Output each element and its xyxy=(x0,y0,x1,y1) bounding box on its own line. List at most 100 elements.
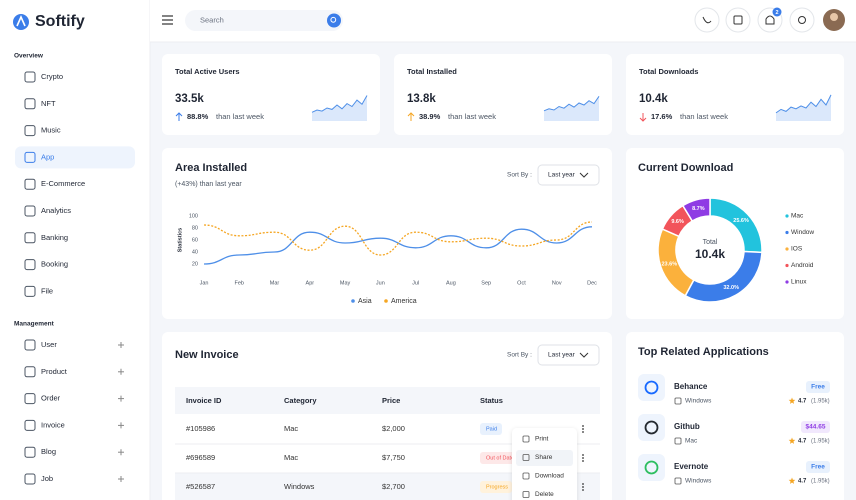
row-action-dot xyxy=(582,431,584,433)
nav-icon xyxy=(24,259,36,271)
nav-item[interactable]: Banking xyxy=(41,233,68,242)
card-title: New Invoice xyxy=(175,349,239,361)
table-body: #105986 Mac $2,000 Paid #696589 Mac $7,750 Out … xyxy=(186,423,584,500)
nav-item[interactable]: File xyxy=(41,286,53,295)
app-price: Free xyxy=(811,464,825,471)
section-title: Management xyxy=(14,321,55,328)
search-button[interactable] xyxy=(327,13,341,28)
menu-item[interactable]: Share xyxy=(535,454,553,461)
app-rating: 4.7 xyxy=(798,479,807,485)
menu-toggle[interactable] xyxy=(162,15,173,25)
app-price: Free xyxy=(811,384,825,391)
y-tick-label: 40 xyxy=(192,249,198,255)
center-value: 10.4k xyxy=(695,247,725,261)
y-axis-label: Statistics xyxy=(177,228,183,252)
sort-dropdown[interactable] xyxy=(537,344,600,366)
x-tick-label: Jul xyxy=(412,280,419,286)
data-label: 8.7% xyxy=(692,206,705,212)
nav-item[interactable]: Blog xyxy=(41,447,56,456)
card-title: Current Download xyxy=(638,162,733,174)
app-name[interactable]: Github xyxy=(674,422,700,431)
x-tick-label: Aug xyxy=(446,280,456,286)
app-price: $44.65 xyxy=(806,424,826,431)
column-header: Category xyxy=(284,396,317,405)
nav-item[interactable]: Job xyxy=(41,474,53,483)
search-box[interactable] xyxy=(185,10,343,31)
legend-label: Mac xyxy=(791,213,804,220)
x-tick-label: Jun xyxy=(376,280,385,286)
menu-item[interactable]: Download xyxy=(535,473,564,480)
trend-arrow xyxy=(407,112,415,121)
status-pill xyxy=(480,452,520,464)
nav-icon xyxy=(24,151,36,163)
settings-button[interactable] xyxy=(789,7,815,33)
menu-item[interactable]: Print xyxy=(535,436,549,443)
status-text: Out of Date xyxy=(486,455,514,461)
menu-item[interactable]: Delete xyxy=(535,491,554,498)
language-icon xyxy=(733,15,743,25)
nav-item[interactable]: NFT xyxy=(41,99,56,108)
nav-item[interactable]: E-Commerce xyxy=(41,179,85,188)
card-title: Area Installed xyxy=(175,162,247,174)
app-name[interactable]: Behance xyxy=(674,382,708,391)
nav-item[interactable]: Booking xyxy=(41,260,68,269)
nav-icon xyxy=(24,285,36,297)
legend-label: Asia xyxy=(358,298,372,305)
app-logo-bg xyxy=(638,414,665,441)
sparkline-area xyxy=(312,95,367,121)
cell: Mac xyxy=(284,453,298,462)
sparkline xyxy=(311,95,368,113)
app-rating: 4.7 xyxy=(798,399,807,405)
nav-item[interactable]: User xyxy=(41,340,57,349)
nav-icon xyxy=(24,419,36,431)
status-pill xyxy=(480,481,512,493)
platform-icon xyxy=(674,477,682,485)
notification-badge xyxy=(772,7,782,17)
menu-icon xyxy=(522,491,530,498)
app-name[interactable]: Evernote xyxy=(674,462,709,471)
nav-item[interactable]: Invoice xyxy=(41,420,65,429)
language-button[interactable] xyxy=(725,7,751,33)
theme-button[interactable] xyxy=(694,7,720,33)
row-action-dot xyxy=(582,489,584,491)
legend-label: Window xyxy=(791,229,814,236)
legend-swatch xyxy=(785,247,789,251)
legend-label: Linux xyxy=(791,279,807,286)
nav-item[interactable]: Product xyxy=(41,367,68,376)
stat-value: 13.8k xyxy=(407,93,436,105)
row-action-dot xyxy=(582,428,584,430)
legend-swatch xyxy=(351,299,355,303)
card-subtitle: (+43%) than last year xyxy=(175,181,242,188)
nav-item[interactable]: App xyxy=(41,152,54,161)
nav-item[interactable]: Music xyxy=(41,126,61,135)
y-tick-label: 100 xyxy=(189,213,198,219)
donut-segment xyxy=(681,197,711,223)
app-rating: 4.7 xyxy=(798,439,807,445)
nav-icon xyxy=(24,339,36,351)
legend-swatch xyxy=(384,299,388,303)
nav-item[interactable]: Crypto xyxy=(41,72,63,81)
sort-value[interactable]: Last year xyxy=(548,172,576,179)
menu-icon xyxy=(522,435,530,443)
menu-icon xyxy=(522,454,530,461)
cell: $7,750 xyxy=(382,453,405,462)
nav-item[interactable]: Analytics xyxy=(41,206,71,215)
platform-icon xyxy=(674,397,682,405)
x-tick-label: Sep xyxy=(481,280,491,286)
legend-label: Android xyxy=(791,262,814,269)
sort-value[interactable]: Last year xyxy=(548,352,576,359)
stat-title: Total Active Users xyxy=(175,67,240,76)
dropdown-caret xyxy=(579,352,589,358)
nav-item[interactable]: Order xyxy=(41,394,61,403)
y-tick-label: 20 xyxy=(192,261,198,267)
sort-dropdown[interactable] xyxy=(537,164,600,186)
stat-change: 88.8% xyxy=(187,112,209,121)
x-tick-label: Mar xyxy=(270,280,280,286)
search-placeholder[interactable]: Search xyxy=(200,15,224,24)
data-label: 32.0% xyxy=(723,285,739,291)
y-tick-label: 80 xyxy=(192,225,198,231)
bell-icon xyxy=(765,15,775,25)
x-tick-label: Jan xyxy=(200,280,209,286)
